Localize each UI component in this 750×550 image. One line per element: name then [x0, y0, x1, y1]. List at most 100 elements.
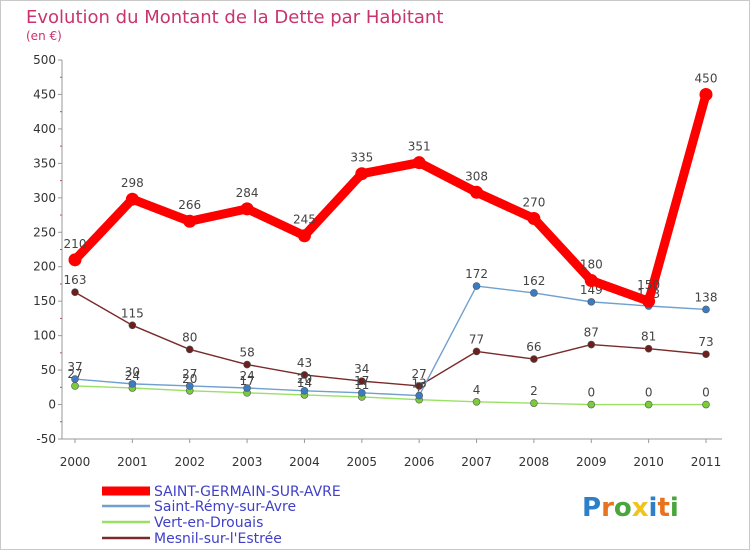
data-label: 351: [408, 140, 431, 154]
data-point: [472, 397, 481, 406]
data-label: 0: [702, 386, 710, 400]
data-point: [415, 382, 423, 390]
data-point: [527, 211, 541, 225]
data-label: 7: [415, 381, 423, 395]
data-label: 450: [695, 71, 718, 85]
logo-letter: i: [649, 493, 658, 523]
legend-label: Vert-en-Drouais: [154, 515, 263, 531]
data-label: 284: [236, 186, 259, 200]
x-tick-label: 2008: [519, 455, 550, 469]
x-tick-label: 2011: [691, 455, 722, 469]
data-label: 2: [530, 384, 538, 398]
y-tick-label: 350: [33, 156, 56, 170]
y-tick-label: 0: [48, 398, 56, 412]
y-tick-label: 100: [33, 329, 56, 343]
data-label: 17: [239, 374, 254, 388]
data-point: [358, 389, 366, 397]
data-label: 37: [67, 360, 82, 374]
data-point: [412, 156, 426, 170]
data-point: [71, 382, 79, 390]
data-label: 20: [297, 372, 312, 386]
series-line: [74, 291, 707, 387]
legend-label: Saint-Rémy-sur-Avre: [154, 499, 296, 515]
data-point: [530, 399, 538, 407]
data-label: 80: [182, 330, 197, 344]
data-point: [587, 298, 596, 306]
data-label: 24: [125, 369, 140, 383]
data-label: 270: [522, 195, 545, 209]
x-tick-label: 2003: [232, 455, 263, 469]
data-point: [702, 350, 710, 359]
data-point: [185, 382, 194, 390]
data-label: 298: [121, 176, 144, 190]
data-label: 66: [526, 340, 541, 354]
logo-letter: x: [632, 493, 649, 523]
legend-label: Mesnil-sur-l'Estrée: [154, 531, 282, 547]
data-point: [587, 340, 596, 349]
data-point: [125, 192, 139, 206]
x-tick-label: 2007: [461, 455, 492, 469]
data-point: [243, 384, 251, 392]
data-label: 245: [293, 213, 316, 227]
data-label: 138: [695, 290, 718, 304]
data-point: [530, 289, 538, 297]
y-tick-label: 250: [33, 225, 56, 239]
data-label: 81: [641, 330, 656, 344]
data-label: 34: [354, 362, 369, 376]
y-tick-label: 500: [33, 53, 56, 67]
data-label: 163: [64, 273, 87, 287]
data-point: [240, 202, 254, 216]
logo-letter: P: [582, 493, 601, 523]
x-tick-label: 2000: [60, 455, 91, 469]
logo-letter: o: [614, 493, 632, 523]
data-label: 24: [239, 369, 254, 383]
chart-subtitle: (en €): [26, 29, 62, 43]
data-point: [183, 214, 197, 228]
data-point: [472, 282, 481, 290]
x-tick-label: 2004: [289, 455, 320, 469]
data-label: 27: [182, 367, 197, 381]
data-label: 162: [522, 274, 545, 288]
data-label: 210: [64, 237, 87, 251]
data-point: [68, 253, 82, 267]
series-2: 27 24 20 17 14 11 7 4 2 0 0 0: [67, 367, 710, 409]
data-point: [128, 321, 137, 330]
data-label: 77: [469, 332, 484, 346]
data-point: [584, 274, 598, 288]
data-label: 30: [125, 365, 140, 379]
legend-label: SAINT-GERMAIN-SUR-AVRE: [154, 484, 341, 500]
data-point: [644, 400, 653, 409]
y-tick-label: 450: [33, 87, 56, 101]
data-point: [71, 375, 79, 383]
data-label: 73: [698, 335, 713, 349]
data-point: [358, 377, 366, 385]
data-label: 20: [182, 372, 197, 386]
data-label: 87: [584, 326, 599, 340]
data-label: 180: [580, 258, 603, 272]
data-point: [470, 185, 484, 199]
data-label: 0: [645, 386, 653, 400]
data-point: [355, 167, 369, 181]
data-point: [71, 288, 79, 297]
data-label: 150: [637, 278, 660, 292]
data-label: 58: [239, 346, 254, 360]
logo-letter: t: [657, 493, 669, 523]
x-tick-label: 2002: [174, 455, 205, 469]
data-label: 11: [354, 378, 369, 392]
data-point: [297, 229, 311, 243]
data-point: [699, 87, 713, 101]
series-3: 163 115 80 58 43 34 27 77 66 87 81 73: [64, 273, 714, 390]
data-point: [415, 391, 423, 400]
x-tick-label: 2010: [633, 455, 664, 469]
series-0: 210 298 266 284 245 335 351 308 270 180 150 450: [64, 71, 718, 308]
y-tick-label: 200: [33, 260, 56, 274]
series-line: [74, 385, 707, 406]
data-label: 4: [473, 383, 481, 397]
proxiti-logo: Proxiti: [582, 493, 679, 523]
data-point: [530, 355, 538, 363]
logo-letter: i: [670, 493, 679, 523]
